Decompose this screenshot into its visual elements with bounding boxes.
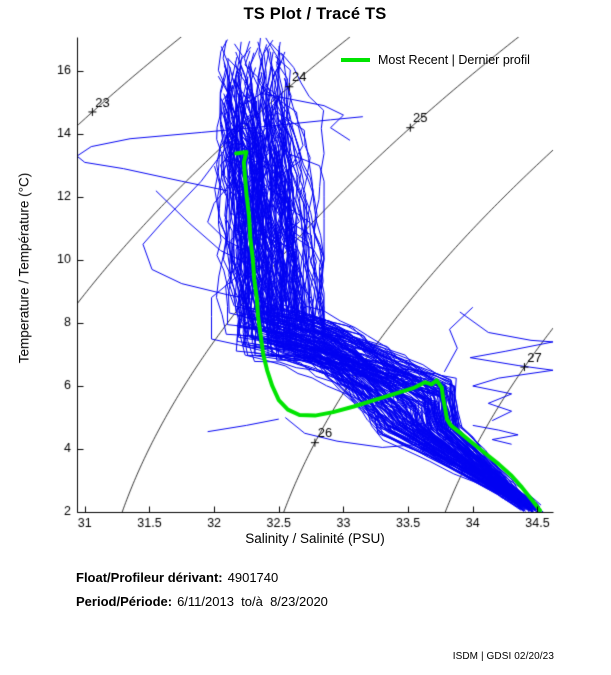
chart-title: TS Plot / Tracé TS xyxy=(243,5,387,23)
float-id-line: Float/Profileur dérivant: 4901740 xyxy=(76,570,278,585)
period-label: Period/Période: xyxy=(76,594,173,609)
legend-label: Most Recent | Dernier profil xyxy=(378,53,530,67)
x-axis-label: Salinity / Salinité (PSU) xyxy=(245,531,385,546)
ts-plot-canvas xyxy=(0,0,611,560)
float-id-label: Float/Profileur dérivant: xyxy=(76,570,223,585)
legend: Most Recent | Dernier profil xyxy=(341,53,530,67)
float-id-value: 4901740 xyxy=(227,570,279,585)
period-value: 6/11/2013 to/à 8/23/2020 xyxy=(177,594,328,609)
legend-line-swatch xyxy=(341,58,370,62)
credit-text: ISDM | GDSI 02/20/23 xyxy=(452,651,554,662)
y-axis-label: Temperature / Température (°C) xyxy=(16,172,32,364)
period-line: Period/Période: 6/11/2013 to/à 8/23/2020 xyxy=(76,594,328,609)
